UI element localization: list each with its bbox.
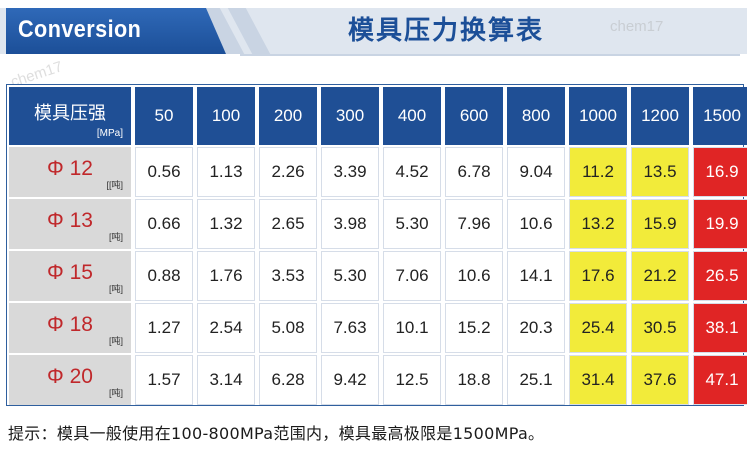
column-header: 300 (321, 87, 379, 145)
table-cell: 26.5 (693, 251, 747, 301)
row-unit: [吨] (108, 388, 123, 398)
corner-unit: [MPa] (96, 128, 123, 139)
table-cell: 3.14 (197, 355, 255, 405)
table-cell: 15.9 (631, 199, 689, 249)
table-cell: 31.4 (569, 355, 627, 405)
table-cell: 3.98 (321, 199, 379, 249)
table-cell: 5.30 (383, 199, 441, 249)
row-unit: [吨] (108, 336, 123, 346)
row-unit: [吨] (108, 284, 123, 294)
table-cell: 3.53 (259, 251, 317, 301)
corner-header: 模具压强 [MPa] (9, 87, 131, 145)
table-cell: 13.2 (569, 199, 627, 249)
row-label: Φ 15 (47, 261, 93, 284)
table-cell: 17.6 (569, 251, 627, 301)
row-unit: [[吨] (106, 180, 123, 190)
table-cell: 1.57 (135, 355, 193, 405)
table-cell: 15.2 (445, 303, 503, 353)
column-header: 1500 (693, 87, 747, 145)
table-cell: 10.1 (383, 303, 441, 353)
conversion-badge-text: Conversion (18, 16, 142, 43)
conversion-badge (6, 8, 226, 54)
column-header: 400 (383, 87, 441, 145)
table-cell: 30.5 (631, 303, 689, 353)
table-cell: 14.1 (507, 251, 565, 301)
table-cell: 5.30 (321, 251, 379, 301)
table-cell: 11.2 (569, 147, 627, 197)
row-header: Φ 15 [吨] (9, 251, 131, 301)
table-cell: 3.39 (321, 147, 379, 197)
column-header: 50 (135, 87, 193, 145)
table-cell: 1.27 (135, 303, 193, 353)
table-cell: 18.8 (445, 355, 503, 405)
table-cell: 7.63 (321, 303, 379, 353)
table-cell: 2.54 (197, 303, 255, 353)
table-cell: 38.1 (693, 303, 747, 353)
page-title: 模具压力换算表 (348, 16, 545, 46)
table-cell: 25.4 (569, 303, 627, 353)
table-cell: 16.9 (693, 147, 747, 197)
row-label: Φ 20 (47, 365, 93, 388)
table-cell: 9.04 (507, 147, 565, 197)
column-header: 1200 (631, 87, 689, 145)
table-cell: 25.1 (507, 355, 565, 405)
column-header: 200 (259, 87, 317, 145)
column-header: 600 (445, 87, 503, 145)
table-cell: 9.42 (321, 355, 379, 405)
table-cell: 2.26 (259, 147, 317, 197)
table-cell: 6.28 (259, 355, 317, 405)
table-cell: 6.78 (445, 147, 503, 197)
row-unit: [吨] (108, 232, 123, 242)
table-cell: 13.5 (631, 147, 689, 197)
table-cell: 47.1 (693, 355, 747, 405)
pressure-grid: 模具压强 [MPa] 50 100 200 300 400 600 800 1000 1200 150… (9, 87, 747, 405)
row-header: Φ 18 [吨] (9, 303, 131, 353)
table-cell: 21.2 (631, 251, 689, 301)
corner-label: 模具压强 (34, 103, 106, 123)
table-cell: 0.66 (135, 199, 193, 249)
table-cell: 20.3 (507, 303, 565, 353)
table-cell: 12.5 (383, 355, 441, 405)
row-header: Φ 13 [吨] (9, 199, 131, 249)
row-label: Φ 18 (47, 313, 93, 336)
watermark: chem17 (610, 18, 664, 35)
row-label: Φ 13 (47, 209, 93, 232)
header-underline (240, 54, 740, 56)
page-header: Conversion 模具压力换算表 (0, 0, 747, 62)
table-cell: 37.6 (631, 355, 689, 405)
table-cell: 7.06 (383, 251, 441, 301)
table-cell: 10.6 (445, 251, 503, 301)
column-header: 100 (197, 87, 255, 145)
footer-note: 提示：模具一般使用在100-800MPa范围内，模具最高极限是1500MPa。 (8, 424, 545, 443)
table-cell: 1.13 (197, 147, 255, 197)
row-header: Φ 12 [[吨] (9, 147, 131, 197)
pressure-table: 模具压强 [MPa] 50 100 200 300 400 600 800 1000 1200 150… (6, 84, 747, 406)
table-cell: 7.96 (445, 199, 503, 249)
column-header: 1000 (569, 87, 627, 145)
row-label: Φ 12 (47, 157, 93, 180)
table-cell: 0.88 (135, 251, 193, 301)
table-cell: 2.65 (259, 199, 317, 249)
table-cell: 19.9 (693, 199, 747, 249)
column-header: 800 (507, 87, 565, 145)
table-cell: 5.08 (259, 303, 317, 353)
table-cell: 10.6 (507, 199, 565, 249)
row-header: Φ 20 [吨] (9, 355, 131, 405)
table-cell: 4.52 (383, 147, 441, 197)
table-cell: 1.76 (197, 251, 255, 301)
table-cell: 0.56 (135, 147, 193, 197)
table-cell: 1.32 (197, 199, 255, 249)
